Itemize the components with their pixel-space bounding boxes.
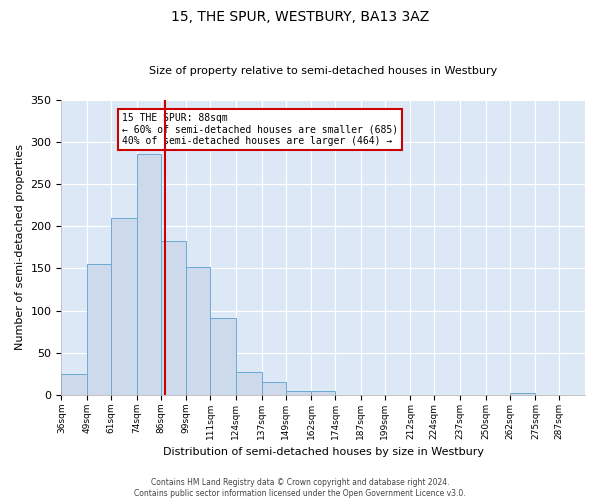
Title: Size of property relative to semi-detached houses in Westbury: Size of property relative to semi-detach… [149,66,497,76]
Bar [509,394,535,395]
X-axis label: Distribution of semi-detached houses by size in Westbury: Distribution of semi-detached houses by … [163,448,484,458]
Bar [111,218,137,395]
Y-axis label: Number of semi-detached properties: Number of semi-detached properties [15,144,25,350]
Bar [210,318,236,395]
Text: 15, THE SPUR, WESTBURY, BA13 3AZ: 15, THE SPUR, WESTBURY, BA13 3AZ [171,10,429,24]
Bar [311,391,335,395]
Bar [87,264,111,395]
Text: Contains HM Land Registry data © Crown copyright and database right 2024.
Contai: Contains HM Land Registry data © Crown c… [134,478,466,498]
Bar [262,382,286,395]
Bar [187,267,210,395]
Bar [161,240,187,395]
Bar [286,391,311,395]
Bar [137,154,161,395]
Bar [236,372,262,395]
Bar [61,374,87,395]
Text: 15 THE SPUR: 88sqm
← 60% of semi-detached houses are smaller (685)
40% of semi-d: 15 THE SPUR: 88sqm ← 60% of semi-detache… [122,113,398,146]
